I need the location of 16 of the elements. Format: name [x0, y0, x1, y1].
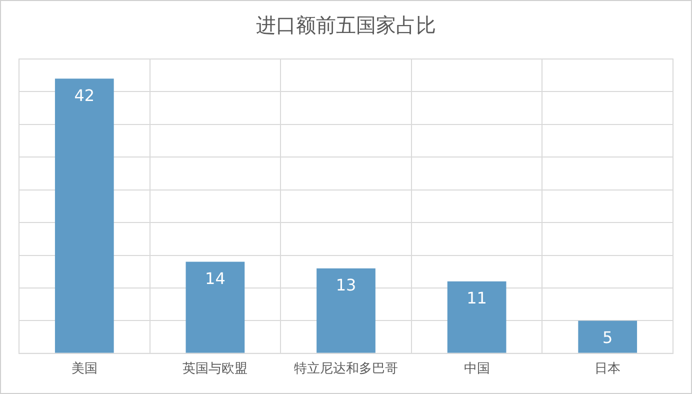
data-label: 11 [466, 288, 487, 308]
data-label: 14 [205, 268, 226, 288]
x-tick-label: 英国与欧盟 [182, 362, 248, 377]
bar [578, 320, 638, 353]
data-label: 13 [336, 276, 356, 295]
x-tick-label: 特立尼达和多巴哥 [294, 360, 398, 377]
chart-title: 进口额前五国家占比 [256, 13, 436, 38]
x-tick-label: 中国 [464, 362, 490, 377]
x-tick-label: 日本 [594, 362, 621, 377]
x-tick-label: 美国 [71, 360, 98, 377]
bar [54, 78, 114, 353]
bar [447, 281, 506, 353]
bar [186, 262, 245, 353]
data-label: 42 [74, 86, 95, 105]
bar [316, 268, 376, 353]
data-label: 5 [602, 328, 613, 347]
